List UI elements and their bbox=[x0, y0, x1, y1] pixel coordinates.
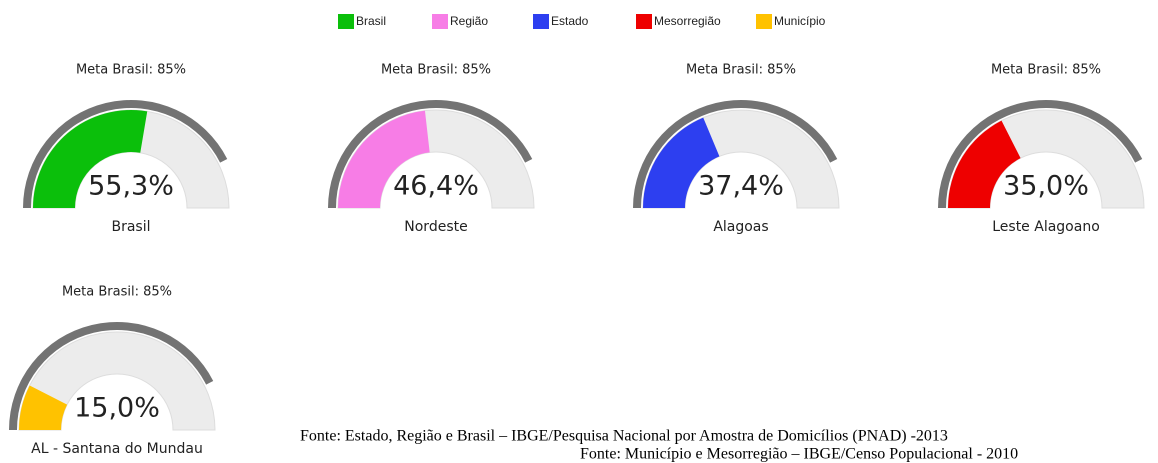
gauge-title: Meta Brasil: 85% bbox=[381, 63, 491, 78]
gauge-value-label: 37,4% bbox=[698, 171, 784, 202]
gauge-value bbox=[338, 110, 430, 208]
footnote: Fonte: Município e Mesorregião – IBGE/Ce… bbox=[580, 446, 1018, 463]
legend-label: Brasil bbox=[356, 14, 386, 28]
legend-swatch bbox=[432, 14, 448, 29]
legend-swatch bbox=[533, 14, 549, 29]
gauge-value-label: 55,3% bbox=[88, 171, 174, 202]
legend-swatch bbox=[338, 14, 354, 29]
gauge-title: Meta Brasil: 85% bbox=[62, 285, 172, 300]
gauge-label: Leste Alagoano bbox=[992, 219, 1100, 235]
gauge-label: Alagoas bbox=[713, 219, 768, 235]
gauge-value-label: 15,0% bbox=[74, 393, 160, 424]
gauge-track bbox=[18, 331, 216, 431]
gauge-label: Brasil bbox=[111, 219, 150, 235]
gauge-value bbox=[643, 117, 720, 208]
footnote: Fonte: Estado, Região e Brasil – IBGE/Pe… bbox=[300, 428, 948, 445]
gauge-title: Meta Brasil: 85% bbox=[686, 63, 796, 78]
legend-label: Região bbox=[450, 14, 488, 28]
gauge-value bbox=[948, 120, 1021, 208]
legend-label: Município bbox=[774, 14, 826, 28]
gauge-label: Nordeste bbox=[404, 219, 467, 235]
gauge-label: AL - Santana do Mundau bbox=[31, 441, 203, 457]
legend-swatch bbox=[636, 14, 652, 29]
gauge-value-label: 35,0% bbox=[1003, 171, 1089, 202]
gauge-value bbox=[19, 385, 68, 430]
gauge-title: Meta Brasil: 85% bbox=[991, 63, 1101, 78]
gauge-value bbox=[33, 109, 148, 208]
gauge-value-label: 46,4% bbox=[393, 171, 479, 202]
gauge-title: Meta Brasil: 85% bbox=[76, 63, 186, 78]
legend-label: Mesorregião bbox=[654, 14, 721, 28]
legend-label: Estado bbox=[551, 14, 589, 28]
legend-swatch bbox=[756, 14, 772, 29]
